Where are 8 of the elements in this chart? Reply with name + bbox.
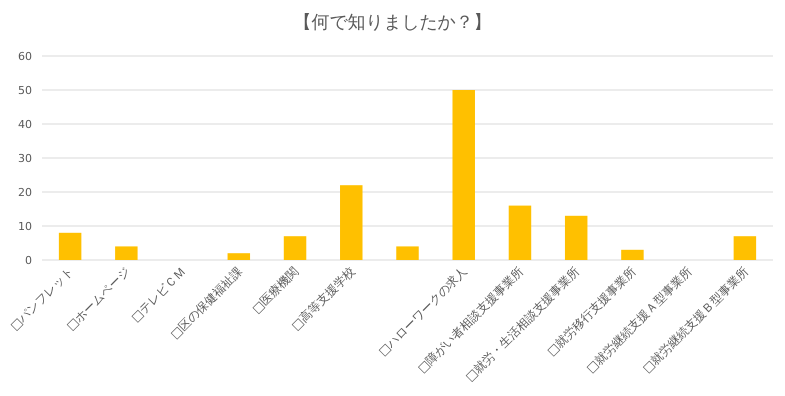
y-tick-label: 0	[25, 254, 32, 267]
y-tick-label: 20	[18, 186, 32, 199]
y-tick-label: 30	[18, 152, 32, 165]
y-tick-label: 50	[18, 84, 32, 97]
chart-title: 【何で知りましたか？】	[294, 12, 492, 33]
y-tick-label: 60	[18, 50, 32, 63]
y-tick-label: 40	[18, 118, 32, 131]
y-tick-label: 10	[18, 220, 32, 233]
